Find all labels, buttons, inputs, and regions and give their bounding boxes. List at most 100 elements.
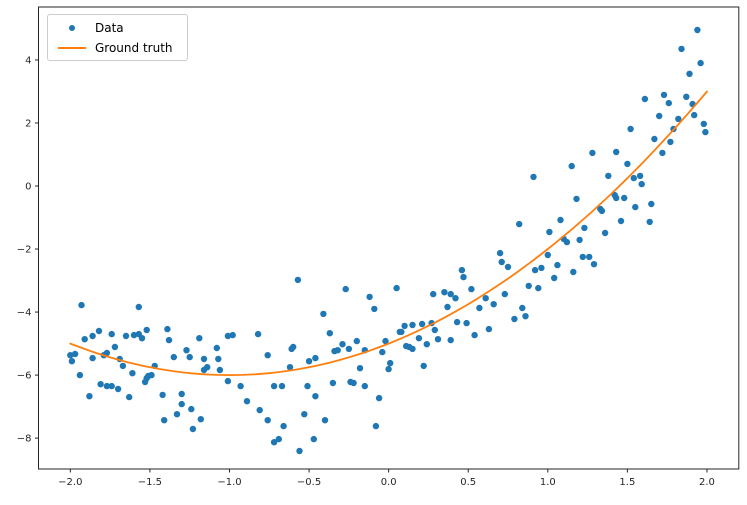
scatter-point: [586, 253, 593, 261]
scatter-point: [178, 390, 185, 398]
scatter-point: [329, 379, 337, 387]
scatter-point: [423, 341, 430, 348]
scatter-point: [638, 180, 645, 188]
scatter-point: [605, 172, 612, 180]
x-axis-tick-label: 0.0: [381, 477, 397, 488]
scatter-point: [254, 330, 262, 338]
scatter-point: [501, 290, 508, 298]
scatter-point: [141, 378, 149, 386]
scatter-point: [667, 138, 674, 146]
x-axis-tick-label: −2.0: [58, 477, 82, 488]
scatter-point: [641, 95, 649, 103]
scatter-point: [366, 293, 373, 301]
x-axis-tick-label: −1.0: [217, 477, 241, 488]
scatter-point: [67, 352, 74, 359]
scatter-point: [519, 304, 526, 312]
scatter-point: [636, 172, 644, 180]
scatter-point: [224, 377, 232, 385]
scatter-point: [617, 217, 625, 225]
scatter-point: [304, 382, 311, 390]
scatter-point: [76, 371, 84, 379]
scatter-point: [453, 318, 461, 326]
legend-item-data: Data: [57, 20, 177, 35]
scatter-point: [651, 135, 658, 143]
scatter-point: [531, 266, 539, 274]
scatter-point: [264, 417, 271, 424]
scatter-point: [632, 203, 639, 211]
scatter-point: [430, 290, 437, 298]
scatter-point: [570, 268, 577, 276]
scatter-point: [197, 416, 204, 423]
scatter-point: [129, 370, 136, 377]
legend-item-ground-truth: Ground truth: [57, 40, 177, 55]
scatter-point: [143, 326, 150, 334]
y-axis-tick-label: 2: [25, 118, 31, 129]
scatter-point: [420, 362, 427, 370]
scatter-point: [624, 160, 631, 168]
scatter-point: [331, 347, 338, 355]
scatter-point: [379, 348, 386, 356]
scatter-point: [278, 382, 286, 390]
scatter-point: [579, 253, 586, 261]
scatter-point: [103, 382, 111, 390]
scatter-point: [350, 379, 357, 387]
scatter-point: [215, 355, 222, 363]
scatter-point: [356, 365, 364, 372]
scatter-point: [589, 149, 596, 157]
y-axis-tick-label: 4: [25, 55, 31, 66]
scatter-point: [525, 282, 532, 290]
scatter-point: [683, 93, 690, 101]
scatter-point: [213, 344, 220, 352]
scatter-point: [452, 295, 459, 302]
scatter-point: [675, 115, 682, 123]
scatter-point: [573, 195, 580, 203]
scatter-point: [345, 345, 353, 353]
scatter-point: [186, 353, 193, 361]
scatter-point: [183, 347, 190, 354]
scatter-point: [159, 391, 166, 399]
scatter-point: [387, 359, 394, 367]
scatter-point: [496, 249, 504, 257]
scatter-point: [126, 393, 133, 401]
scatter-point: [161, 417, 168, 424]
scatter-point: [188, 405, 195, 413]
scatter-point: [138, 335, 146, 342]
scatter-point: [275, 435, 282, 443]
scatter-point: [538, 264, 545, 272]
scatter-point: [568, 162, 575, 170]
scatter-point: [444, 303, 451, 311]
scatter-point: [164, 325, 171, 333]
scatter-point: [148, 371, 155, 379]
scatter-point: [95, 327, 103, 335]
scatter-point: [504, 263, 512, 271]
scatter-point: [613, 148, 620, 156]
scatter-point: [621, 194, 628, 202]
legend-handle: [57, 24, 87, 31]
scatter-point: [686, 70, 693, 78]
scatter-point: [648, 200, 655, 208]
scatter-point: [601, 229, 609, 237]
scatter-point: [694, 26, 701, 34]
legend-label-ground-truth: Ground truth: [95, 40, 173, 55]
legend-label-data: Data: [95, 20, 124, 35]
scatter-point: [563, 238, 571, 246]
y-axis-tick-label: −4: [17, 308, 32, 319]
scatter-point: [551, 274, 558, 282]
scatter-points: [67, 26, 709, 455]
scatter-point: [613, 194, 620, 202]
scatter-point: [691, 111, 698, 119]
scatter-point: [130, 331, 138, 339]
scatter-point: [321, 417, 329, 424]
scatter-point: [511, 315, 518, 323]
scatter-point: [361, 382, 368, 390]
scatter-point: [71, 350, 79, 358]
scatter-point: [86, 393, 93, 400]
scatter-point: [204, 364, 211, 371]
scatter-point: [312, 354, 319, 362]
scatter-point: [280, 422, 287, 430]
scatter-point: [530, 173, 537, 181]
scatter-point: [516, 220, 523, 228]
scatter-point: [678, 45, 685, 53]
